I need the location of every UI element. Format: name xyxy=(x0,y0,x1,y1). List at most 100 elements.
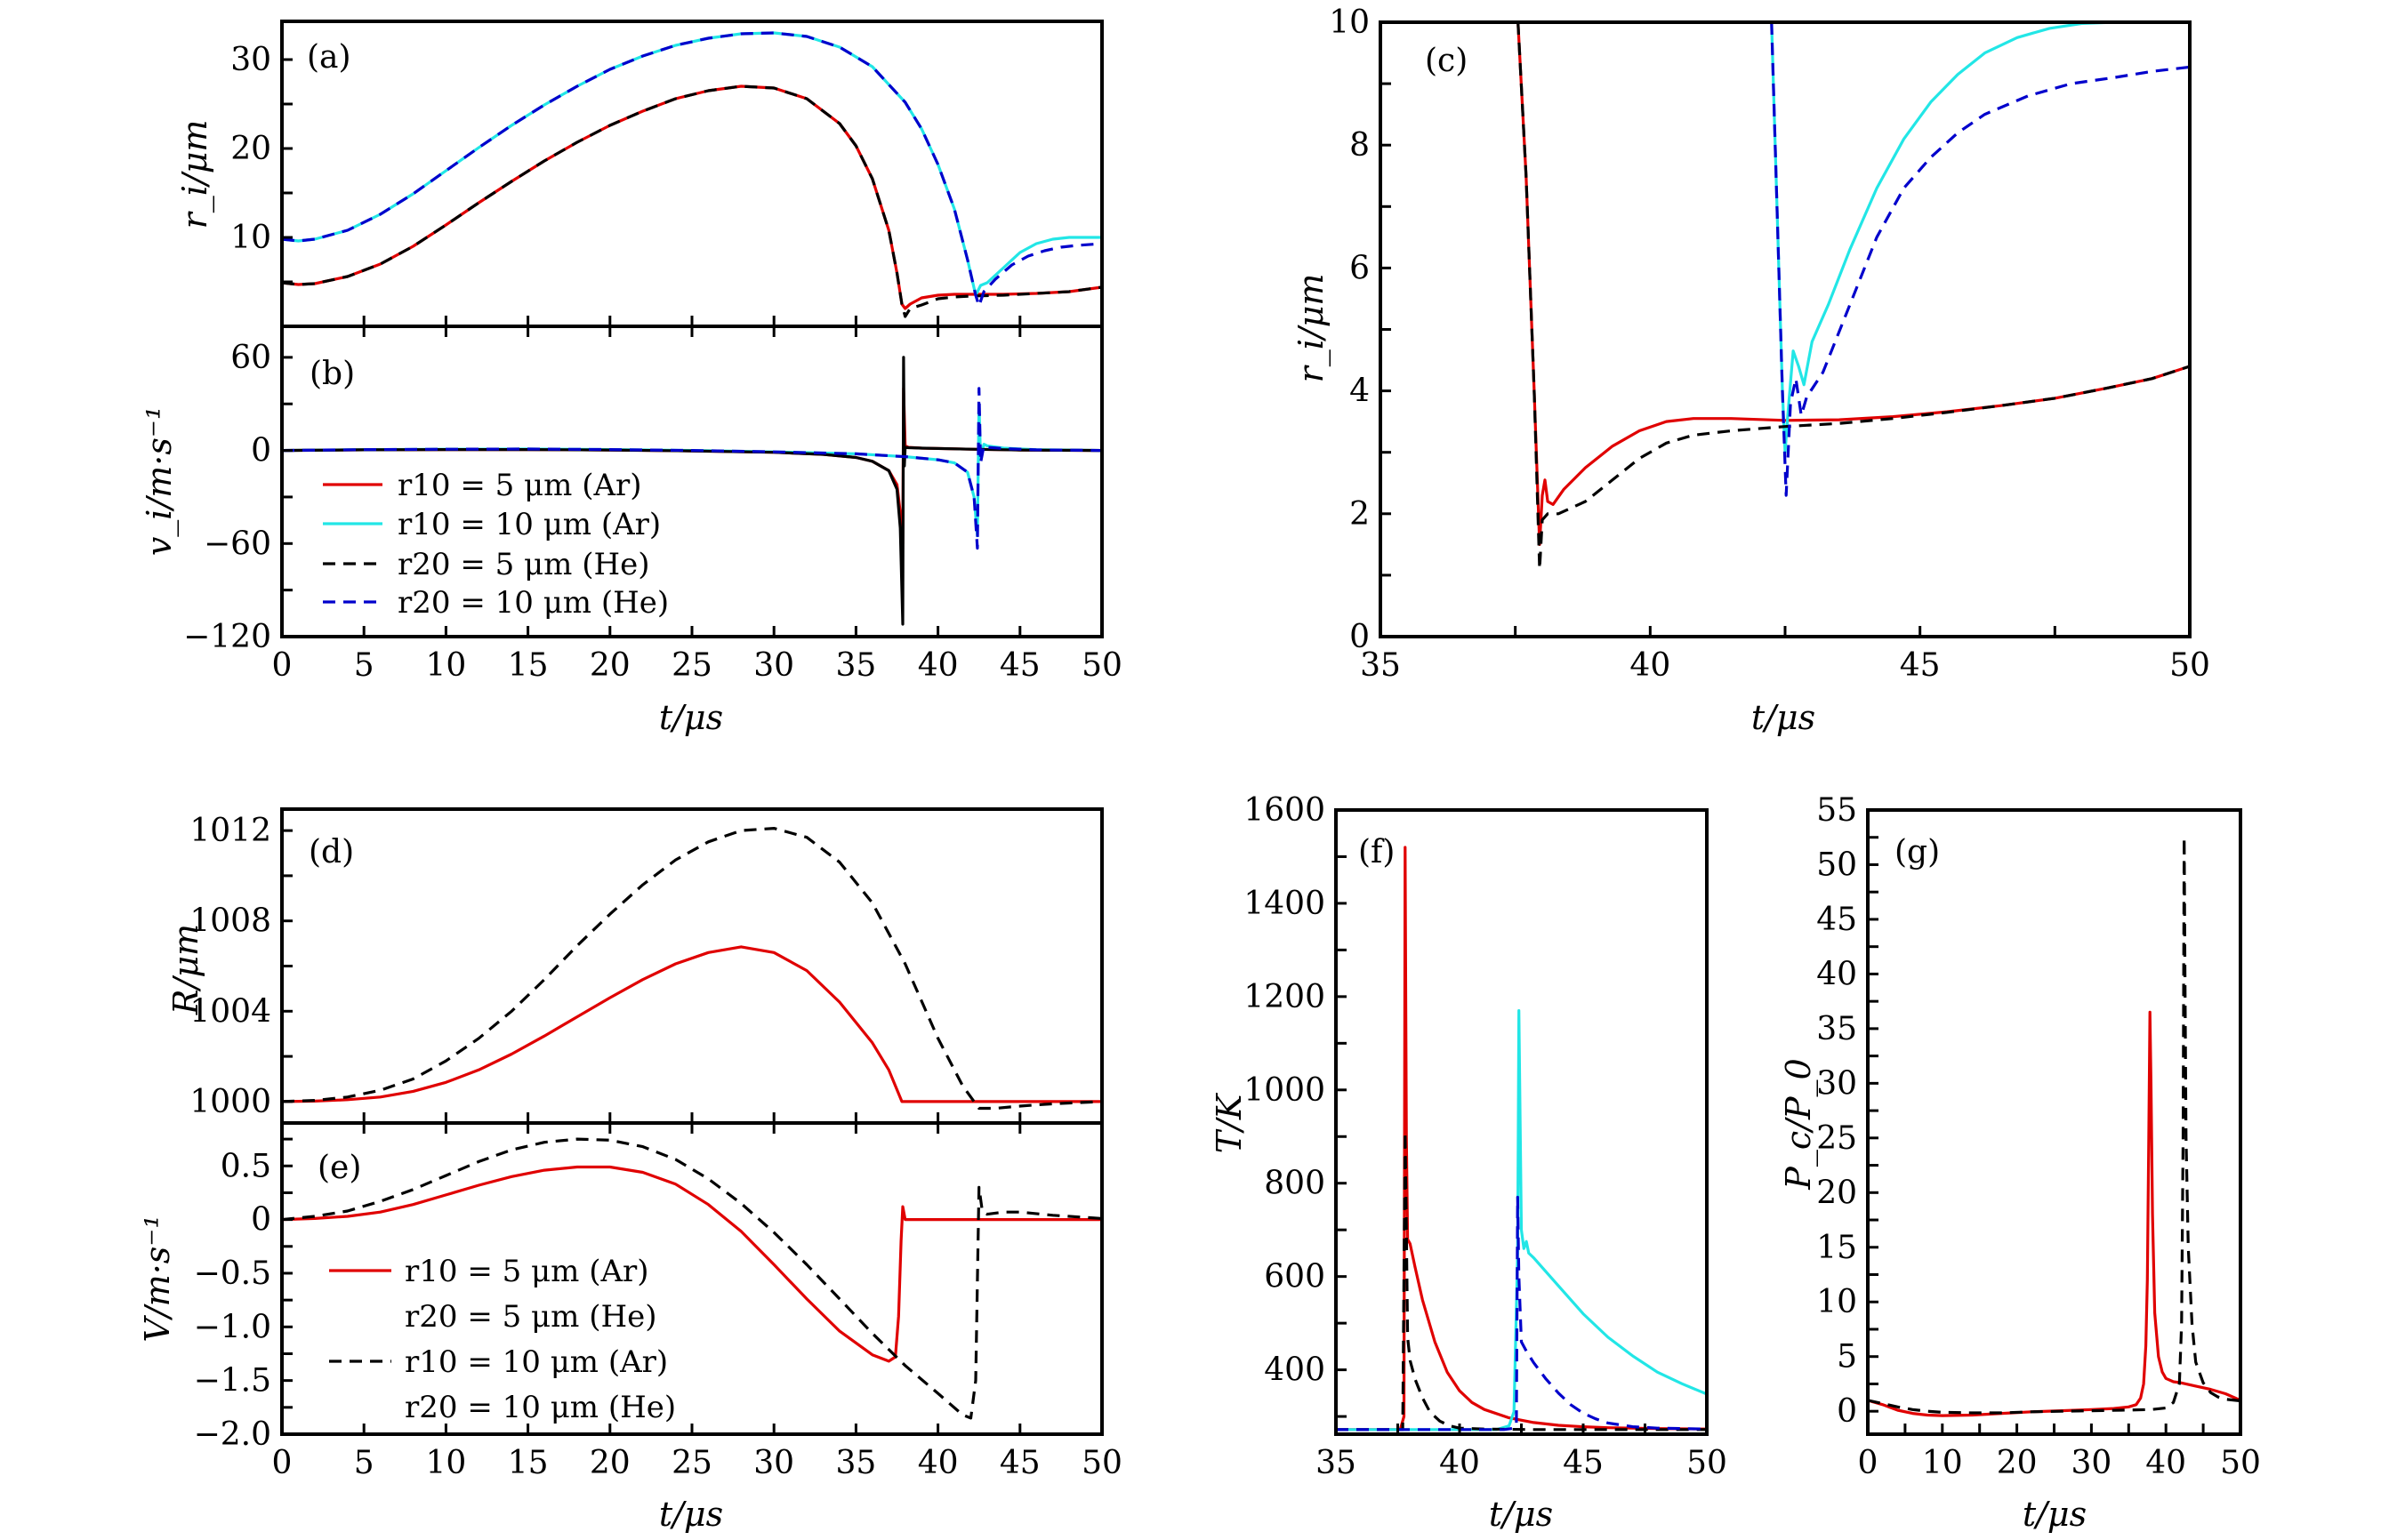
panel-e-series-0 xyxy=(282,1165,1102,1363)
panel-g: 0 10 20 30 40 50 0 5 10 15 20 25 30 35 40 45 50 55 xyxy=(1816,792,2261,1481)
panel-f-series-1 xyxy=(1336,1009,1707,1432)
panel-g-xtick-label: 20 xyxy=(1997,1445,2038,1481)
panel-e-xtick-label: 15 xyxy=(508,1445,549,1481)
panel-d-ylabel: R/μm xyxy=(166,924,205,1015)
panel-e-ytick-label: 0.5 xyxy=(221,1148,271,1184)
panel-d-series-1 xyxy=(282,827,1102,1111)
panel-g-xtick-label: 0 xyxy=(1858,1445,1878,1481)
panel-e-ytick-label: −2.0 xyxy=(194,1416,271,1453)
panel-g-ytick-label: 30 xyxy=(1816,1065,1857,1102)
legend-e-entry-3: r20 = 10 μm (He) xyxy=(405,1390,676,1425)
panel-g-ytick-label: 55 xyxy=(1816,792,1857,829)
panel-f-ytick-label: 600 xyxy=(1264,1259,1325,1295)
panel-a-ytick-label: 10 xyxy=(230,220,271,256)
panel-f-xtick-label: 45 xyxy=(1563,1445,1604,1481)
panel-d-ytick-label: 1008 xyxy=(189,903,271,940)
legend-e-entry-2: r10 = 10 μm (Ar) xyxy=(405,1344,668,1380)
panel-g-ytick-label: 15 xyxy=(1816,1230,1857,1266)
panel-e: 0 5 10 15 20 25 30 35 40 45 50 −2.0 −1.5 −1.0 −0.5 0 0.5 xyxy=(194,1121,1122,1481)
panel-g-xtick-label: 50 xyxy=(2220,1445,2261,1481)
panel-d: 1000 1004 1008 1012 xyxy=(189,807,1104,1125)
panel-g-ylabel: P_c/P_0 xyxy=(1779,1058,1819,1190)
panel-c-series-3 xyxy=(1770,22,2190,497)
panel-a-series-2 xyxy=(282,84,1102,318)
panel-e-xtick-label: 10 xyxy=(425,1445,466,1481)
legend-e-entry-0: r10 = 5 μm (Ar) xyxy=(405,1254,649,1289)
panel-c: 35 40 45 50 0 2 4 6 8 10 xyxy=(1329,4,2210,684)
panel-b-xtick-label: 20 xyxy=(590,647,631,684)
panel-e-xtick-label: 5 xyxy=(354,1445,374,1481)
panel-d-ytick-label: 1004 xyxy=(189,993,271,1030)
panel-b-label: (b) xyxy=(310,356,355,392)
panel-f-xtick-label: 50 xyxy=(1686,1445,1727,1481)
panel-b-xtick-label: 35 xyxy=(835,647,876,684)
panel-e-xtick-label: 30 xyxy=(753,1445,794,1481)
panel-d-ytick-label: 1000 xyxy=(189,1084,271,1120)
panel-e-ytick-label: 0 xyxy=(251,1202,271,1239)
legend-b-entry-1: r10 = 10 μm (Ar) xyxy=(398,507,661,542)
panel-f-ytick-label: 1600 xyxy=(1243,792,1325,829)
panel-b-ytick-label: −120 xyxy=(183,619,271,655)
panel-c-xlabel: t/μs xyxy=(1751,698,1815,737)
panel-b-xtick-label: 15 xyxy=(508,647,549,684)
panel-f-xtick-label: 40 xyxy=(1439,1445,1480,1481)
panel-b-xlabel: t/μs xyxy=(659,698,723,737)
panel-d-series xyxy=(282,827,1102,1111)
panel-b-xtick-label: 30 xyxy=(753,647,794,684)
panel-c-xtick-label: 35 xyxy=(1360,647,1401,684)
panel-e-ytick-label: −1.5 xyxy=(194,1363,271,1400)
panel-c-xtick-label: 45 xyxy=(1900,647,1941,684)
legend-e: r10 = 5 μm (Ar) r20 = 5 μm (He) r10 = 10… xyxy=(329,1254,676,1425)
panel-g-series xyxy=(1868,836,2240,1417)
panel-b-ytick-label: 0 xyxy=(251,433,271,469)
panel-g-xtick-label: 10 xyxy=(1922,1445,1963,1481)
panel-b-xtick-label: 45 xyxy=(1000,647,1041,684)
panel-a-ytick-label: 20 xyxy=(230,131,271,167)
panel-f-series-2 xyxy=(1336,1130,1707,1432)
panel-f-label: (f) xyxy=(1358,834,1395,870)
legend-b-entry-3: r20 = 10 μm (He) xyxy=(398,585,669,621)
panel-g-series-0 xyxy=(1868,1010,2240,1417)
panel-e-ytick-label: −0.5 xyxy=(194,1255,271,1292)
panel-c-series xyxy=(1516,22,2190,571)
panel-e-xtick-label: 50 xyxy=(1082,1445,1122,1481)
panel-e-xtick-label: 0 xyxy=(272,1445,293,1481)
panel-f-ytick-label: 400 xyxy=(1264,1352,1325,1389)
panel-g-ytick-label: 20 xyxy=(1816,1175,1857,1211)
panel-a-ylabel: r_i/μm xyxy=(175,120,215,229)
panel-c-ytick-label: 6 xyxy=(1349,250,1370,286)
panel-c-xtick-label: 40 xyxy=(1629,647,1670,684)
panel-f-series-3 xyxy=(1336,1195,1707,1432)
panel-labels: (a) (b) (c) (d) (e) (f) (g) xyxy=(307,39,1940,1186)
panel-c-series-1 xyxy=(1770,22,2190,454)
panel-g-xlabel: t/μs xyxy=(2023,1495,2087,1534)
panel-e-xtick-label: 20 xyxy=(590,1445,631,1481)
panel-f-series-0 xyxy=(1336,846,1707,1432)
panel-g-label: (g) xyxy=(1894,834,1940,870)
panel-g-ytick-label: 50 xyxy=(1816,846,1857,883)
panel-g-xtick-label: 30 xyxy=(2071,1445,2112,1481)
panel-b: 0 5 10 15 20 25 30 35 40 45 50 −120 −60 0 60 xyxy=(183,325,1122,684)
legend-b-entry-0: r10 = 5 μm (Ar) xyxy=(398,468,642,503)
panel-f-ylabel: T/K xyxy=(1210,1092,1249,1153)
panel-f-ytick-label: 800 xyxy=(1264,1166,1325,1202)
panel-c-ytick-label: 0 xyxy=(1349,619,1370,655)
panel-b-xtick-label: 0 xyxy=(272,647,293,684)
panel-g-series-1 xyxy=(1868,836,2240,1415)
panel-f-ytick-label: 1400 xyxy=(1243,886,1325,922)
panel-g-ytick-label: 5 xyxy=(1837,1339,1857,1376)
panel-f-series xyxy=(1336,846,1707,1432)
panel-a-series-3 xyxy=(282,31,1102,308)
panel-g-xtick-label: 40 xyxy=(2145,1445,2186,1481)
panel-e-series-1 xyxy=(282,1137,1102,1420)
panel-d-label: (d) xyxy=(309,834,354,870)
panel-c-label: (c) xyxy=(1425,43,1468,79)
legend-b-entry-2: r20 = 5 μm (He) xyxy=(398,547,650,582)
panel-c-ytick-label: 2 xyxy=(1349,496,1370,533)
panel-g-ytick-label: 45 xyxy=(1816,902,1857,938)
panel-e-series xyxy=(282,1137,1102,1420)
panel-g-ytick-label: 25 xyxy=(1816,1120,1857,1157)
panel-f-ytick-label: 1000 xyxy=(1243,1072,1325,1109)
